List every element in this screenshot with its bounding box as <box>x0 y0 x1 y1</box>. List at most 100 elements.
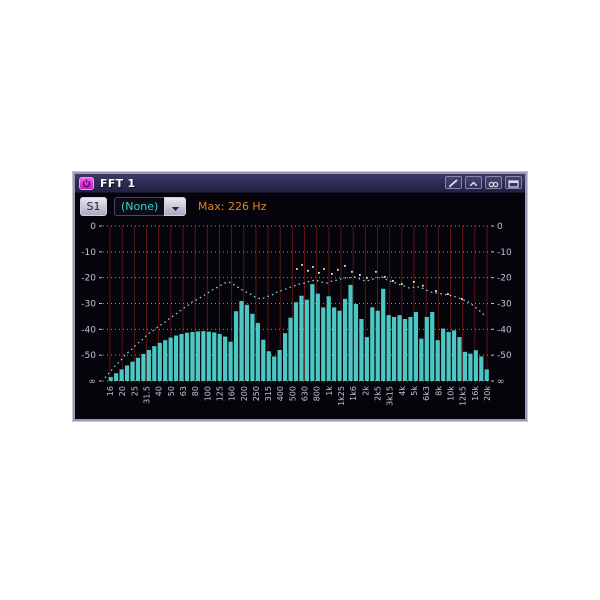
spectrum-bar <box>419 338 424 381</box>
x-axis-label: 630 <box>301 386 310 401</box>
x-axis-label: 8k <box>434 386 443 396</box>
x-axis-label: 20 <box>118 386 127 396</box>
y-axis-label-right: -40 <box>497 325 512 335</box>
peak-dot <box>435 290 437 292</box>
spectrum-bar <box>168 337 173 381</box>
spectrum-bar <box>413 312 418 381</box>
fft-analyzer-window: FFT 1 <box>73 172 527 421</box>
x-axis-label: 4k <box>398 386 407 396</box>
peak-dot <box>318 272 320 274</box>
x-axis-label: 10k <box>446 386 455 401</box>
spectrum-bar <box>157 342 162 381</box>
peak-hold-line <box>104 276 487 379</box>
y-axis-label-left: -10 <box>81 248 96 258</box>
channel-dropdown-arrow-button[interactable] <box>164 196 186 216</box>
peak-dot <box>447 293 449 295</box>
power-button[interactable] <box>79 176 94 190</box>
spectrum-bar <box>364 337 369 381</box>
spectrum-bar <box>108 377 113 382</box>
x-axis-label: 800 <box>313 386 322 401</box>
x-axis-label: 250 <box>252 386 261 401</box>
channel-dropdown[interactable]: (None) <box>114 196 186 216</box>
y-axis-label-right: 0 <box>497 222 503 232</box>
spectrum-bar <box>283 333 288 381</box>
spectrum-bar <box>233 311 239 381</box>
spectrum-bar <box>299 295 304 381</box>
x-axis-label: 31.5 <box>142 386 151 404</box>
x-axis-label: 16k <box>471 386 480 401</box>
spectrum-bar <box>304 299 309 382</box>
x-axis-label: 5k <box>410 386 419 396</box>
spectrum-bar <box>381 288 386 381</box>
spectrum-bar <box>250 313 255 381</box>
y-axis-label-right: ∞ <box>497 377 505 387</box>
x-axis-label: 1k6 <box>349 386 358 401</box>
channel-dropdown-value: (None) <box>114 196 164 216</box>
peak-dot <box>366 276 368 279</box>
spectrum-bar <box>152 346 157 382</box>
x-axis-label: 16 <box>106 386 115 396</box>
link-button[interactable] <box>485 176 502 189</box>
peak-dot <box>375 270 377 273</box>
collapse-button[interactable] <box>465 176 482 189</box>
titlebar[interactable]: FFT 1 <box>75 174 525 193</box>
spectrum-bar <box>261 339 266 381</box>
toolbar: S1 (None) Max: 226 Hz <box>75 193 525 219</box>
x-axis-label: 315 <box>264 386 273 401</box>
spectrum-bar <box>451 330 457 381</box>
maximize-icon <box>508 173 519 192</box>
spectrum-bar <box>326 296 331 381</box>
peak-dot <box>323 268 325 270</box>
spectrum-bar <box>146 350 151 381</box>
x-axis-label: 160 <box>228 386 237 401</box>
spectrum-bar <box>408 316 413 381</box>
maximize-button[interactable] <box>505 176 522 189</box>
peak-dot <box>384 276 386 278</box>
spectrum-bar <box>163 340 168 381</box>
spectrum-bar <box>397 315 402 382</box>
spectrum-bar <box>337 310 342 381</box>
spectrum-bar <box>315 293 320 381</box>
x-axis-label: 1k25 <box>337 386 346 406</box>
spectrum-bar <box>141 353 146 382</box>
peak-dot <box>413 281 415 283</box>
x-axis-label: 40 <box>155 386 164 396</box>
spectrum-bar <box>321 307 326 382</box>
x-axis-label: 50 <box>167 386 176 396</box>
peak-dot <box>461 298 463 300</box>
peak-dot <box>422 284 424 287</box>
spectrum-bar <box>435 340 440 381</box>
peak-dot <box>331 273 333 275</box>
chevron-down-icon <box>171 197 180 216</box>
edit-button[interactable] <box>445 176 462 189</box>
spectrum-bar <box>239 300 244 381</box>
spectrum-bar <box>332 307 337 382</box>
peak-dot <box>344 265 346 267</box>
spectrum-bar <box>201 331 206 381</box>
peak-dot <box>301 264 303 266</box>
x-axis-label: 3k15 <box>386 386 395 406</box>
x-axis-label: 125 <box>215 386 224 401</box>
chevron-up-icon <box>469 173 478 192</box>
y-axis-label-left: -40 <box>81 325 96 335</box>
titlebar-buttons <box>445 176 522 189</box>
y-axis-label-left: ∞ <box>89 377 97 387</box>
s1-button[interactable]: S1 <box>80 196 107 216</box>
y-axis-label-right: -10 <box>497 248 512 258</box>
x-axis-label: 2k <box>361 386 370 396</box>
x-axis-label: 25 <box>130 386 139 396</box>
x-axis-label: 200 <box>240 386 249 401</box>
x-axis-label: 6k3 <box>422 386 431 401</box>
spectrum-bar <box>446 331 451 381</box>
spectrum-bar <box>184 332 190 381</box>
spectrum-bar <box>130 361 135 382</box>
peak-dot <box>392 280 394 282</box>
spectrum-bar <box>375 310 380 381</box>
spectrum-display[interactable]: 0 0-10 -10-20 -20-30 -30-40 -40-50 -50∞ ∞16 20 25… <box>75 220 525 419</box>
spectrum-bar <box>266 351 271 381</box>
spectrum-bar <box>462 351 468 381</box>
peak-dot <box>307 269 309 272</box>
x-axis-label: 12k5 <box>459 386 468 406</box>
spectrum-bar <box>386 315 391 382</box>
y-axis-label-left: -30 <box>81 300 96 310</box>
